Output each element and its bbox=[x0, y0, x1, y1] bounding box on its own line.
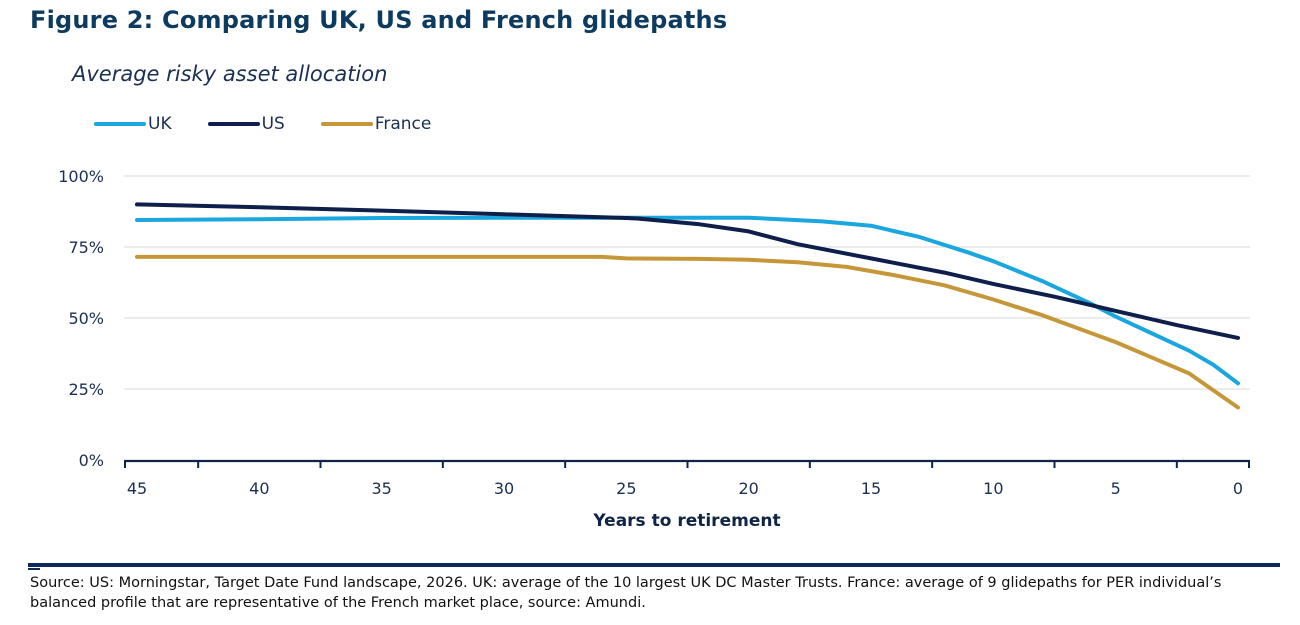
series-line-france bbox=[135, 254, 1240, 410]
x-tick-label-30: 30 bbox=[494, 479, 514, 498]
legend-item-france: France bbox=[320, 114, 432, 134]
series-line-uk bbox=[135, 215, 1240, 386]
legend-label-us: US bbox=[261, 114, 285, 134]
source-note: Source: US: Morningstar, Target Date Fun… bbox=[30, 575, 1222, 611]
chart-legend: UK US France bbox=[94, 114, 467, 134]
series-lines bbox=[135, 202, 1240, 410]
figure-title: Figure 2: Comparing UK, US and French gl… bbox=[30, 6, 728, 34]
legend-item-us: US bbox=[207, 114, 285, 134]
x-axis: 45 40 35 30 25 20 15 10 5 0 bbox=[124, 459, 1250, 498]
x-tick-label-35: 35 bbox=[371, 479, 391, 498]
x-tick-label-10: 10 bbox=[983, 479, 1003, 498]
y-axis-ticks: 0% 25% 50% 75% 100% bbox=[58, 167, 104, 470]
y-tick-label-100: 100% bbox=[58, 167, 104, 186]
x-tick-label-20: 20 bbox=[738, 479, 758, 498]
y-tick-label-75: 75% bbox=[68, 238, 104, 257]
y-tick-label-25: 25% bbox=[68, 380, 104, 399]
legend-swatch-uk bbox=[94, 122, 146, 126]
footer-divider bbox=[28, 563, 1280, 567]
y-tick-label-50: 50% bbox=[68, 309, 104, 328]
legend-item-uk: UK bbox=[94, 114, 172, 134]
legend-label-france: France bbox=[374, 114, 432, 134]
x-tick-label-25: 25 bbox=[616, 479, 636, 498]
legend-swatch-france bbox=[320, 122, 373, 126]
y-tick-label-0: 0% bbox=[79, 451, 104, 470]
chart-subtitle: Average risky asset allocation bbox=[72, 62, 388, 86]
legend-swatch-us bbox=[207, 122, 260, 126]
x-tick-label-45: 45 bbox=[127, 479, 147, 498]
footer-divider-accent bbox=[28, 568, 40, 570]
legend-label-uk: UK bbox=[148, 114, 172, 134]
x-tick-label-40: 40 bbox=[249, 479, 269, 498]
x-tick-label-0: 0 bbox=[1233, 479, 1243, 498]
x-tick-label-5: 5 bbox=[1111, 479, 1121, 498]
x-axis-title: Years to retirement bbox=[592, 511, 780, 531]
series-line-us bbox=[135, 202, 1240, 340]
x-tick-label-15: 15 bbox=[861, 479, 881, 498]
glidepath-chart: 0% 25% 50% 75% 100% 45 40 35 30 25 20 15 10 5 0 Years… bbox=[58, 167, 1250, 531]
grid-lines bbox=[124, 175, 1250, 390]
